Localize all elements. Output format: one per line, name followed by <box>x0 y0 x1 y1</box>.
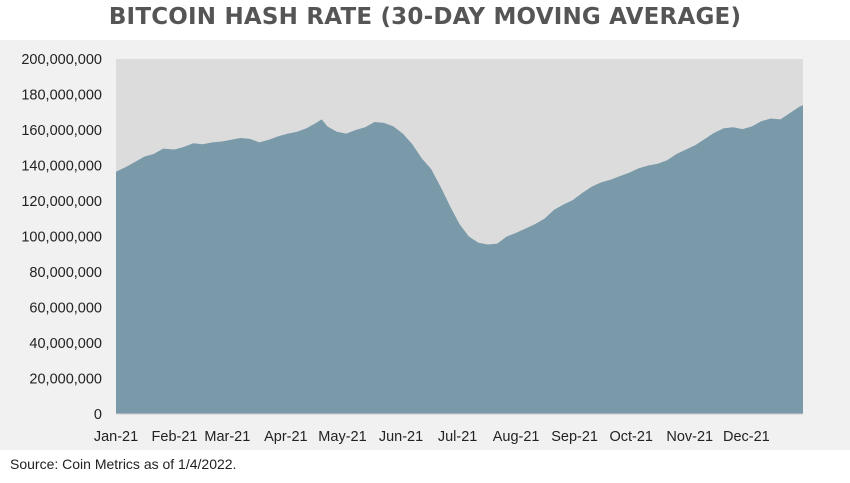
x-tick-label: Jun-21 <box>379 429 423 445</box>
x-tick-label: Oct-21 <box>609 429 653 445</box>
y-tick-label: 60,000,000 <box>29 301 102 317</box>
y-tick-label: 80,000,000 <box>29 265 102 281</box>
y-tick-label: 100,000,000 <box>21 230 102 246</box>
y-tick-label: 200,000,000 <box>21 52 102 68</box>
y-tick-label: 160,000,000 <box>21 123 102 139</box>
chart-title: BITCOIN HASH RATE (30-DAY MOVING AVERAGE… <box>108 4 742 30</box>
x-tick-label: Dec-21 <box>723 429 770 445</box>
x-tick-label: Jul-21 <box>438 429 478 445</box>
y-tick-label: 120,000,000 <box>21 194 102 210</box>
x-tick-label: Aug-21 <box>493 429 540 445</box>
y-tick-label: 20,000,000 <box>29 372 102 388</box>
y-tick-label: 40,000,000 <box>29 336 102 352</box>
x-tick-label: Apr-21 <box>264 429 308 445</box>
y-tick-label: 0 <box>94 407 102 423</box>
x-tick-label: Feb-21 <box>152 429 198 445</box>
x-tick-label: Sep-21 <box>551 429 598 445</box>
x-tick-label: Mar-21 <box>204 429 250 445</box>
x-tick-label: May-21 <box>318 429 366 445</box>
y-tick-label: 180,000,000 <box>21 88 102 104</box>
x-tick-label: Jan-21 <box>94 429 138 445</box>
source-note: Source: Coin Metrics as of 1/4/2022. <box>10 456 237 472</box>
hash-rate-area-series <box>116 105 803 414</box>
y-tick-label: 140,000,000 <box>21 159 102 175</box>
x-tick-label: Nov-21 <box>666 429 713 445</box>
